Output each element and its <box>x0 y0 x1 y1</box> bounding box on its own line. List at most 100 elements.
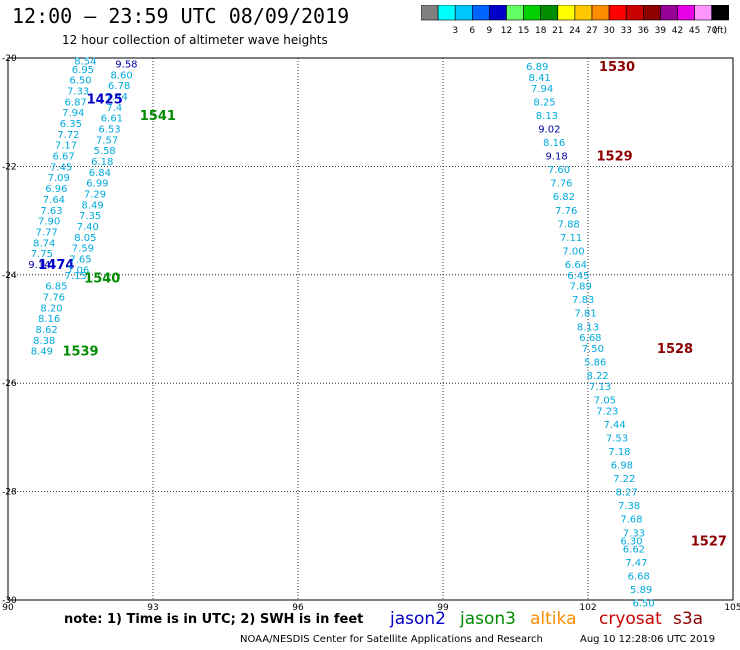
swh-value: 6.50 <box>69 76 91 87</box>
scale-label: 18 <box>535 26 547 36</box>
wave-height-color-scale: 3 6 9 12 15 18 21 24 27 30 33 36 39 42 45 70(ft) <box>421 5 729 36</box>
pass-number-label: 1541 <box>140 109 176 124</box>
swh-value: 8.05 <box>74 233 96 244</box>
swh-value: 6.85 <box>45 282 67 293</box>
pass-number-label: 1540 <box>84 272 120 287</box>
swh-value: 7.94 <box>531 84 553 95</box>
swh-value: 8.16 <box>38 314 60 325</box>
swh-value: 6.82 <box>553 192 575 203</box>
swh-value: 8.62 <box>36 325 58 336</box>
scale-label: 45 <box>689 26 700 36</box>
swh-value: 8.60 <box>110 70 132 81</box>
swh-value: 7.81 <box>574 309 596 320</box>
swh-value: 8.49 <box>81 200 103 211</box>
swh-value: 7.63 <box>40 206 62 217</box>
scale-swatch <box>574 5 593 21</box>
swh-value: 7.13 <box>589 382 611 393</box>
swh-value: 6.68 <box>579 333 601 344</box>
lat-tick-label: -20 <box>2 54 17 64</box>
swh-value: 6.64 <box>565 260 587 271</box>
scale-swatch <box>591 5 610 21</box>
swh-value: 6.96 <box>45 184 67 195</box>
swh-value: 7.50 <box>582 344 604 355</box>
scale-label: 24 <box>569 26 581 36</box>
swh-value: 7.40 <box>77 222 99 233</box>
swh-value: 7.15 <box>65 271 87 282</box>
swh-value: 8.20 <box>40 303 62 314</box>
scale-swatch <box>677 5 695 21</box>
pass-number-label: 1539 <box>62 345 98 360</box>
swh-value: 7.90 <box>38 217 60 228</box>
swh-value: 6.68 <box>628 572 650 583</box>
swh-value: 7.83 <box>572 295 594 306</box>
scale-swatch <box>471 5 490 21</box>
swh-value: 8.16 <box>543 138 565 149</box>
scale-swatch <box>660 5 678 21</box>
legend-jason2: jason2 <box>390 609 446 629</box>
swh-value: 7.06 <box>67 265 89 276</box>
swh-value: 5.58 <box>94 146 116 157</box>
scale-swatch <box>540 5 559 21</box>
swh-value: 7.47 <box>625 558 647 569</box>
swh-value: 6.89 <box>526 62 548 73</box>
scale-swatch <box>489 5 507 21</box>
map-frame <box>7 57 734 601</box>
scale-swatch <box>454 5 473 21</box>
scale-swatch <box>694 5 713 21</box>
swh-value: 6.98 <box>611 461 633 472</box>
swh-value: 7.11 <box>560 233 582 244</box>
swh-value: 7.76 <box>550 179 572 190</box>
legend-altika: altika <box>530 609 577 629</box>
lat-tick-label: -26 <box>2 379 17 389</box>
swh-value: 7.00 <box>562 246 584 257</box>
swh-value: 7.29 <box>84 190 106 201</box>
swh-value: 7.09 <box>48 173 70 184</box>
swh-value: 7.4 <box>106 103 122 114</box>
swh-value: 7.33 <box>67 87 89 98</box>
swh-value: 7.76 <box>555 206 577 217</box>
swh-value: 7.44 <box>106 92 128 103</box>
swh-value: 6.95 <box>72 65 94 76</box>
swh-value: 7.05 <box>594 395 616 406</box>
swh-value: 8.13 <box>536 111 558 122</box>
scale-label: 3 <box>452 26 458 36</box>
scale-swatch <box>523 5 541 21</box>
swh-value: 6.18 <box>91 157 113 168</box>
lat-tick-label: -28 <box>2 488 17 498</box>
scale-label: 33 <box>620 26 631 36</box>
scale-label: 27 <box>586 26 597 36</box>
scale-label: 15 <box>518 26 529 36</box>
swh-value: 6.84 <box>89 168 111 179</box>
swh-value: 7.44 <box>603 420 625 431</box>
swh-value: 7.59 <box>72 244 94 255</box>
swh-value: 6.61 <box>101 114 123 125</box>
swh-value: 7.35 <box>79 211 101 222</box>
swh-value: 7.72 <box>57 130 79 141</box>
lon-tick-label: 102 <box>579 603 596 613</box>
swh-value: 6.35 <box>60 119 82 130</box>
swh-value: 7.17 <box>55 141 77 152</box>
swh-value: 8.22 <box>587 371 609 382</box>
swh-value: 6.53 <box>98 124 120 135</box>
scale-label: 39 <box>655 26 667 36</box>
swh-value: 7.76 <box>43 292 65 303</box>
lon-tick-label: 105 <box>724 603 740 613</box>
swh-value: 7.18 <box>608 447 630 458</box>
swh-value: 7.89 <box>570 282 592 293</box>
swh-value: 7.75 <box>31 249 53 260</box>
credit-text: NOAA/NESDIS Center for Satellite Applica… <box>240 634 543 645</box>
pass-number-label: 1530 <box>599 60 635 75</box>
swh-value: 7.77 <box>36 227 58 238</box>
swh-value: 8.38 <box>33 336 55 347</box>
scale-swatch <box>608 5 627 21</box>
scale-label: 30 <box>603 26 615 36</box>
swh-value: 6.87 <box>65 97 87 108</box>
lat-tick-label: -24 <box>2 271 17 281</box>
swh-value: 6.45 <box>567 271 589 282</box>
swh-value: 5.89 <box>630 585 652 596</box>
swh-value: 8.25 <box>533 97 555 108</box>
swh-value: 9.58 <box>115 59 137 70</box>
legend-s3a: s3a <box>673 609 704 629</box>
swh-value: 7.33 <box>623 528 645 539</box>
